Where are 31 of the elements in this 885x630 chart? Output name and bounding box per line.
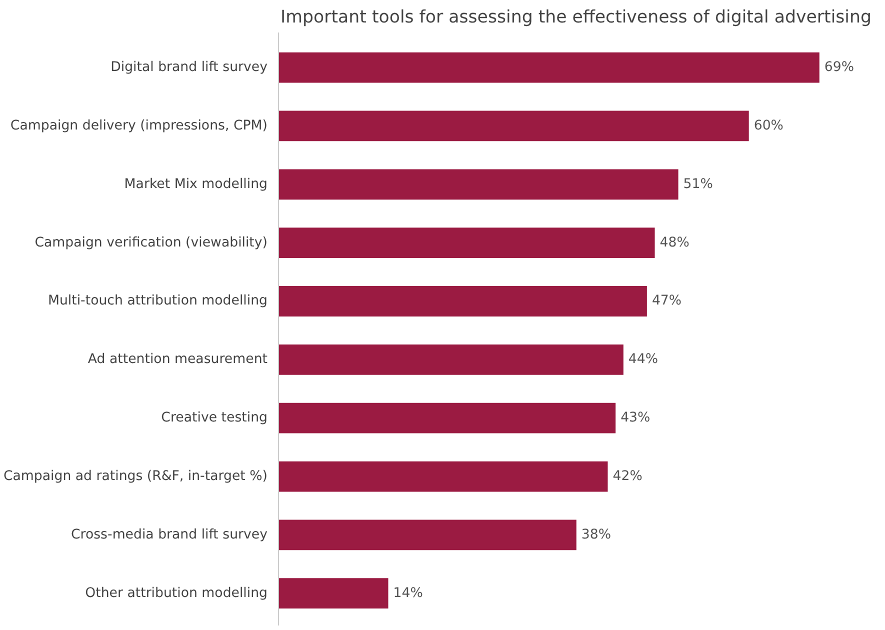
bar — [278, 461, 608, 492]
y-tick-label: Other attribution modelling — [85, 586, 268, 601]
y-tick-label: Creative testing — [161, 410, 268, 426]
data-label: 44% — [628, 352, 658, 368]
data-label: 14% — [393, 586, 423, 601]
chart-title: Important tools for assessing the effectiveness of digital advertising — [280, 8, 872, 28]
data-label: 48% — [660, 235, 690, 250]
data-label: 69% — [824, 60, 854, 76]
y-tick-label: Digital brand lift survey — [110, 60, 268, 76]
bar — [278, 578, 388, 609]
y-tick-label: Campaign delivery (impressions, CPM) — [10, 118, 268, 134]
bar — [278, 402, 616, 434]
bar — [278, 520, 576, 550]
data-label: 43% — [620, 410, 650, 426]
data-label: 60% — [754, 118, 784, 134]
y-tick-label: Market Mix modelling — [124, 176, 268, 192]
data-label: 38% — [581, 527, 612, 542]
bar — [278, 52, 820, 83]
y-tick-label: Cross-media brand lift survey — [70, 527, 268, 542]
y-tick-label: Multi-touch attribution modelling — [48, 294, 268, 309]
y-tick-label: Campaign ad ratings (R&F, in-target %) — [3, 469, 268, 484]
bar — [278, 286, 647, 316]
y-tick-label: Campaign verification (viewability) — [34, 235, 268, 250]
bar — [278, 344, 624, 375]
bar — [278, 228, 655, 258]
data-label: 51% — [683, 176, 713, 192]
data-label: 42% — [612, 469, 642, 484]
data-label: 47% — [652, 294, 682, 309]
bar — [278, 169, 678, 200]
y-tick-label: Ad attention measurement — [88, 352, 268, 368]
bar — [278, 110, 749, 142]
